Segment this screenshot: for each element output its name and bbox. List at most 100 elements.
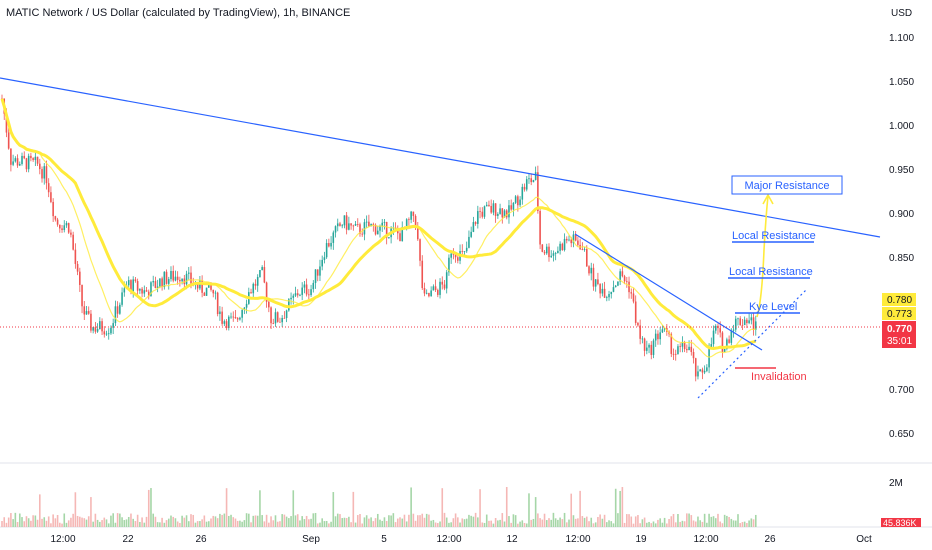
volume-bar	[268, 522, 270, 527]
candle-body	[537, 172, 539, 211]
volume-bar	[201, 519, 203, 527]
candle-body	[265, 282, 268, 302]
volume-bar	[18, 513, 21, 527]
time-tick: Oct	[856, 534, 872, 545]
volume-bar	[261, 515, 263, 527]
candle-body	[179, 279, 181, 282]
volume-bar	[25, 516, 28, 527]
volume-bar	[279, 521, 281, 527]
candle-body	[472, 222, 475, 232]
volume-bar	[412, 513, 415, 527]
volume-bar	[714, 518, 717, 527]
candle-body	[479, 211, 481, 212]
volume-bar	[290, 516, 292, 527]
rising-support-line[interactable]	[697, 289, 807, 399]
volume-bar	[597, 517, 599, 527]
volume-bar	[223, 513, 226, 527]
moving-averages	[0, 98, 757, 358]
candle-body	[388, 237, 390, 239]
volume-bar	[154, 516, 157, 527]
volume-bar	[730, 518, 733, 527]
time-tick: 12:00	[50, 534, 75, 545]
candle-body	[283, 317, 286, 319]
volume-bar	[141, 517, 143, 527]
volume-bar	[606, 522, 608, 527]
candle-body	[701, 369, 704, 373]
candle-body	[263, 267, 266, 283]
candle-body	[408, 219, 410, 221]
candle-body	[441, 281, 444, 285]
candle-body	[410, 211, 412, 220]
volume-bar	[328, 523, 330, 527]
time-axis[interactable]: 12:00 22 26 Sep 5 12:00 12 12:00 19 12:0…	[50, 534, 872, 545]
candle-body	[739, 318, 742, 325]
volume-bar	[192, 514, 195, 527]
candle-body	[5, 113, 8, 133]
volume-bar	[163, 522, 166, 527]
candle-body	[305, 284, 308, 295]
volume-bar	[219, 513, 221, 527]
volume-bar	[643, 517, 646, 527]
volume-bar	[167, 518, 170, 527]
candle-body	[570, 239, 573, 244]
candle-body	[332, 232, 335, 243]
volume-bar	[454, 513, 457, 527]
volume-bar	[432, 519, 435, 527]
projection-path[interactable]	[756, 195, 769, 318]
ma-short-line[interactable]	[1, 98, 756, 358]
candle-body	[641, 338, 644, 340]
volume-bar	[674, 522, 677, 527]
candle-body	[319, 266, 321, 276]
price-axis[interactable]: 1.100 1.050 1.000 0.950 0.900 0.850 0.75…	[882, 33, 916, 440]
candle-body	[723, 349, 726, 352]
volume-bar	[336, 513, 339, 527]
volume-bar	[550, 519, 553, 527]
candle-body	[450, 253, 452, 258]
candle-body	[156, 286, 159, 288]
volume-bar	[323, 521, 326, 527]
candle-body	[10, 148, 12, 165]
candle-body	[207, 282, 210, 288]
volume-bar	[125, 519, 128, 527]
volume-bar	[572, 515, 575, 527]
volume-bar	[94, 513, 97, 527]
volume-bar	[205, 521, 208, 527]
volume-bar	[1, 521, 3, 527]
volume-bar	[276, 521, 279, 527]
invalidation-label: Invalidation	[751, 371, 807, 383]
major-resistance-box[interactable]	[731, 175, 843, 195]
volume-bar	[659, 518, 661, 527]
time-tick: 12:00	[693, 534, 718, 545]
candle-body	[30, 155, 32, 159]
volume-bar	[136, 514, 139, 527]
candle-body	[328, 243, 330, 247]
drawings: Major Resistance Local Resistance Local …	[0, 77, 881, 399]
volume-bar	[354, 522, 357, 527]
volume-bar	[614, 488, 617, 527]
candle-body	[519, 199, 521, 206]
volume-bar	[288, 518, 290, 527]
volume-bar	[417, 515, 419, 527]
candle-body	[341, 225, 343, 227]
ma-short-price-tag	[882, 307, 916, 320]
volume-bar	[679, 521, 681, 527]
countdown-text: 35:01	[887, 336, 912, 347]
candle-body	[205, 287, 208, 296]
candle-body	[679, 346, 681, 348]
volume-bar	[670, 516, 673, 527]
candle-body	[692, 352, 695, 359]
candle-body	[21, 155, 23, 164]
volume-bar	[67, 520, 70, 527]
volume-bar	[474, 512, 477, 527]
volume-bar	[179, 522, 181, 527]
candle-body	[405, 219, 408, 229]
volume-bar	[308, 519, 310, 527]
candle-body	[350, 223, 352, 226]
candle-body	[637, 322, 639, 326]
short-term-downtrend-line[interactable]	[574, 233, 763, 351]
long-term-downtrend-line[interactable]	[0, 77, 881, 238]
volume-bar	[741, 522, 744, 527]
volume-bar	[292, 490, 295, 527]
candle-body	[752, 317, 755, 330]
